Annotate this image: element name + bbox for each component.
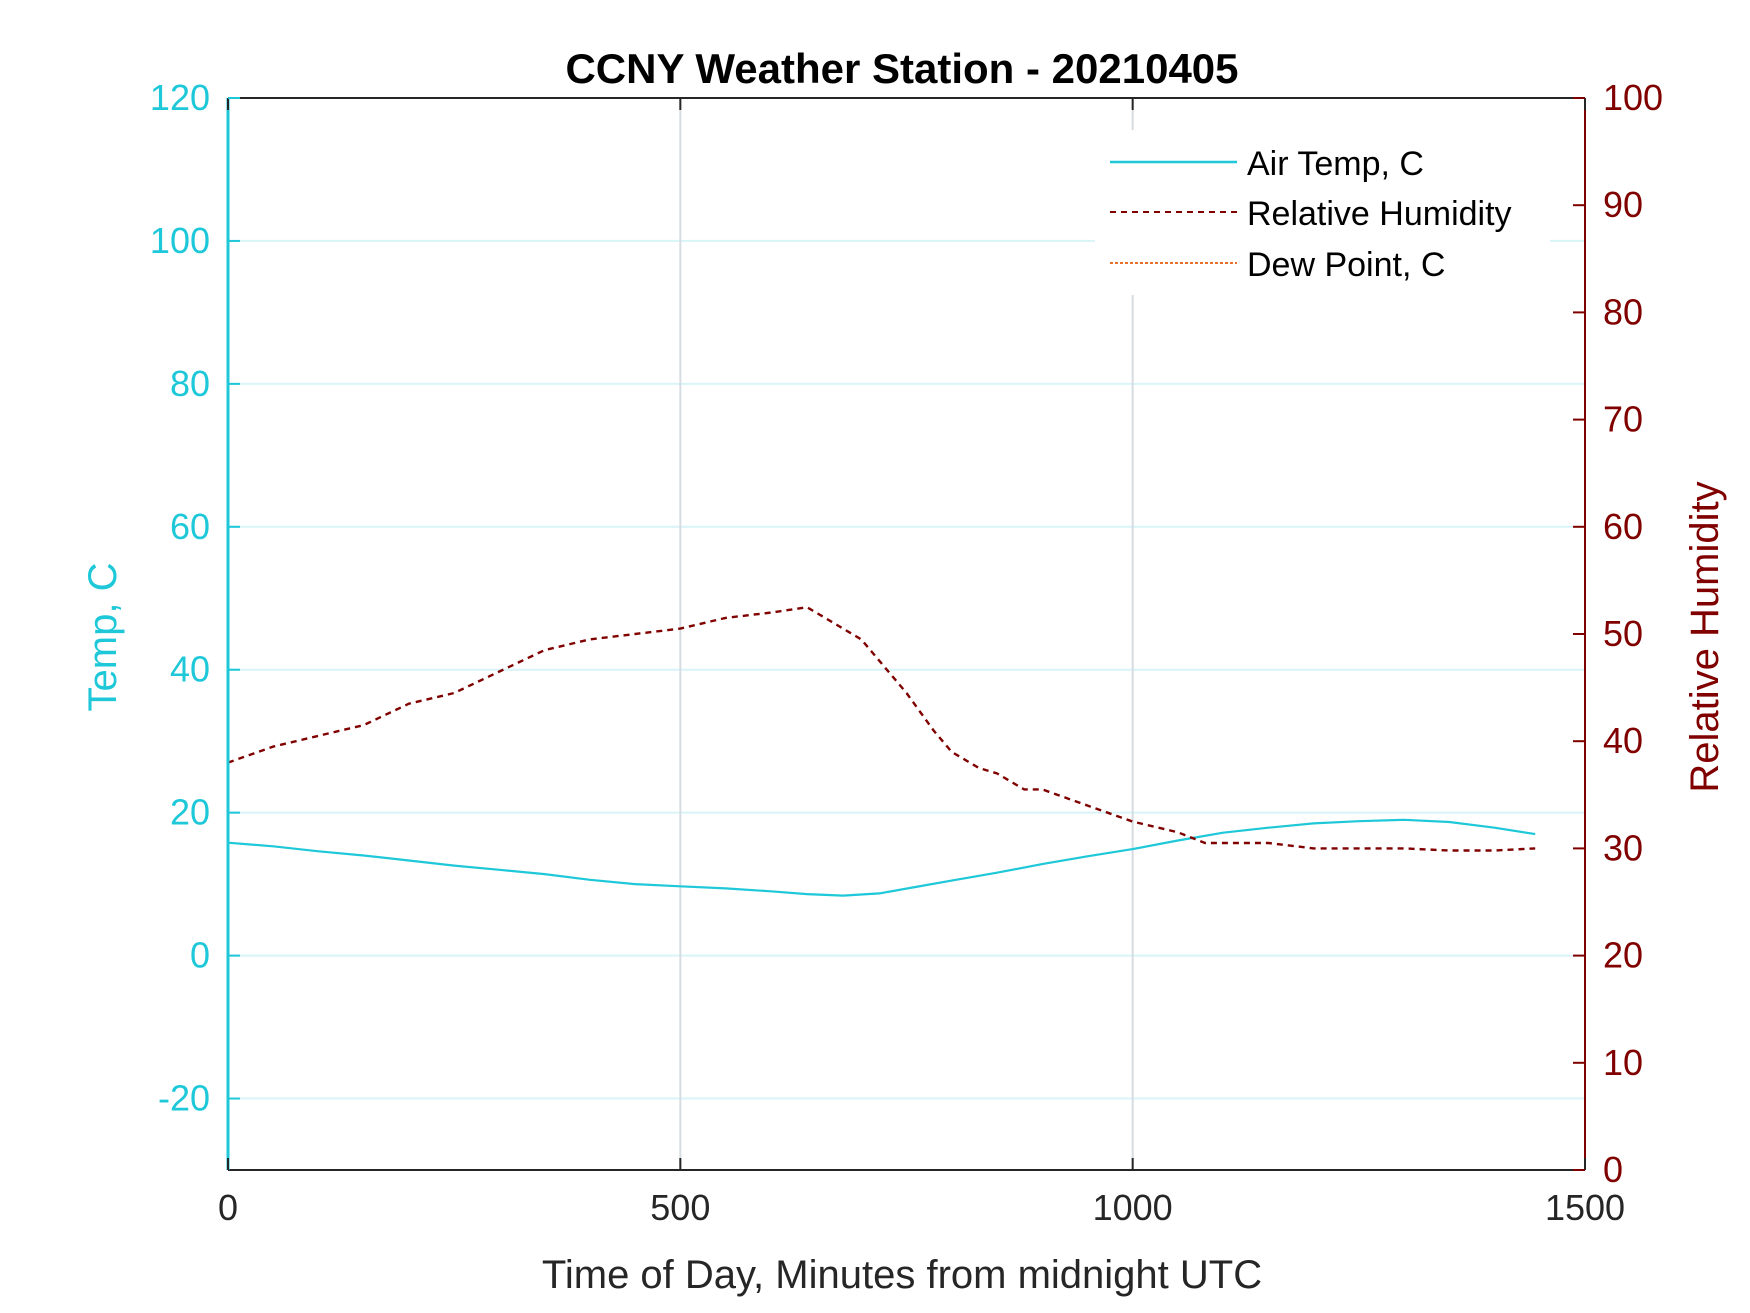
x-tick-label: 1000 bbox=[1093, 1187, 1173, 1228]
y-tick-label-right: 80 bbox=[1603, 291, 1643, 332]
tick-labels: 0 500 1000 1500 -20 0 20 40 60 80 100 120 0 10 20 30 40 5… bbox=[150, 77, 1663, 1228]
y-axis-label-right: Relative Humidity bbox=[1683, 481, 1727, 792]
y-tick-label-left: 0 bbox=[190, 935, 210, 976]
y-tick-label-right: 10 bbox=[1603, 1042, 1643, 1083]
series-lines bbox=[227, 606, 1536, 897]
y-tick-label-left: -20 bbox=[158, 1078, 210, 1119]
y-tick-label-right: 70 bbox=[1603, 399, 1643, 440]
legend-label-air-temp: Air Temp, C bbox=[1247, 145, 1424, 183]
chart-title: CCNY Weather Station - 20210405 bbox=[565, 45, 1238, 92]
y-tick-label-left: 100 bbox=[150, 220, 210, 261]
x-tick-label: 0 bbox=[218, 1187, 238, 1228]
y-tick-label-left: 20 bbox=[170, 792, 210, 833]
y-tick-label-right: 30 bbox=[1603, 827, 1643, 868]
y-tick-label-left: 60 bbox=[170, 506, 210, 547]
y-tick-label-right: 90 bbox=[1603, 184, 1643, 225]
y-axis-label-left: Temp, C bbox=[81, 563, 125, 712]
legend-label-dew-point: Dew Point, C bbox=[1247, 246, 1445, 284]
y-tick-label-right: 50 bbox=[1603, 613, 1643, 654]
y-tick-label-right: 40 bbox=[1603, 720, 1643, 761]
x-axis-label: Time of Day, Minutes from midnight UTC bbox=[542, 1253, 1262, 1297]
x-tick-label: 1500 bbox=[1545, 1187, 1625, 1228]
y-tick-label-right: 0 bbox=[1603, 1149, 1623, 1190]
y-tick-label-right: 60 bbox=[1603, 506, 1643, 547]
x-tick-label: 500 bbox=[650, 1187, 710, 1228]
y-tick-label-left: 40 bbox=[170, 649, 210, 690]
legend-label-relative-humidity: Relative Humidity bbox=[1247, 195, 1512, 233]
series-line-air-temp-c bbox=[227, 818, 1536, 897]
axes bbox=[226, 97, 1586, 1171]
y-tick-label-right: 100 bbox=[1603, 77, 1663, 118]
series-line-relative-humidity bbox=[227, 606, 1536, 852]
legend: Air Temp, C Relative Humidity Dew Point,… bbox=[1095, 130, 1550, 295]
y-tick-label-right: 20 bbox=[1603, 935, 1643, 976]
y-tick-label-left: 80 bbox=[170, 363, 210, 404]
y-tick-label-left: 120 bbox=[150, 77, 210, 118]
